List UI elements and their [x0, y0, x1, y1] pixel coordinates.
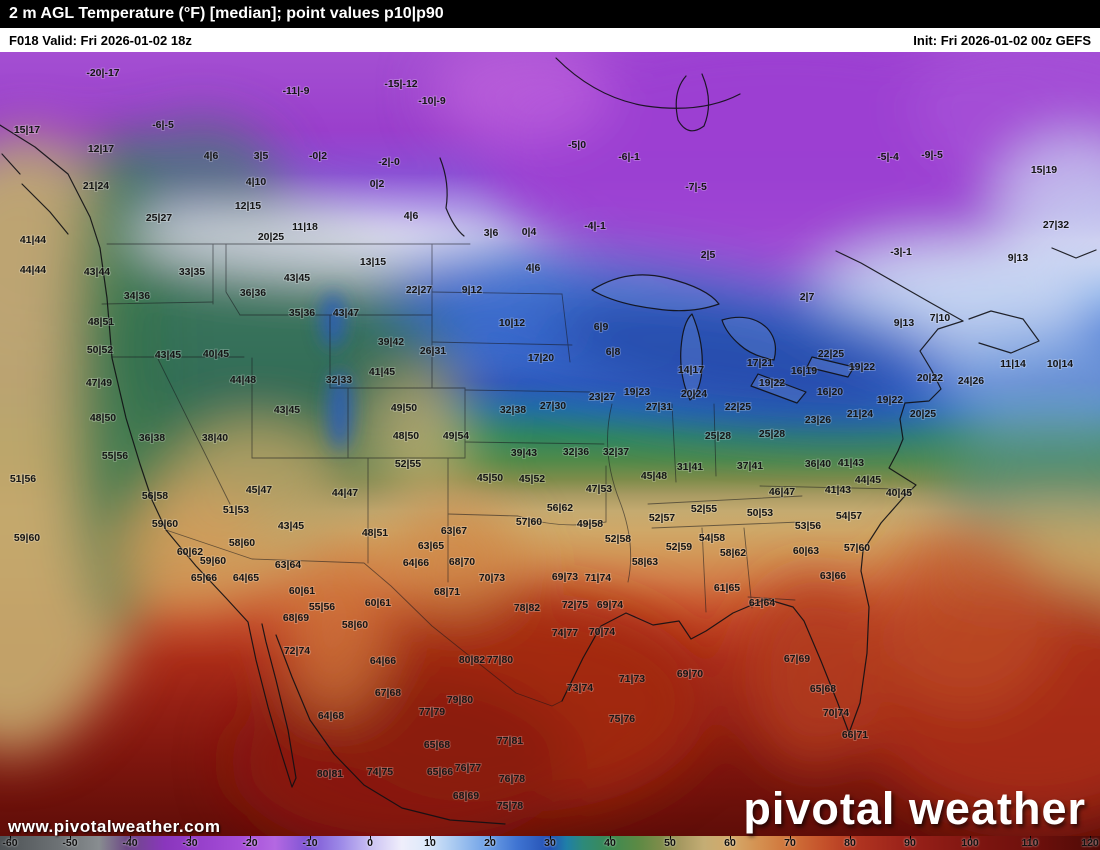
- colorbar-tick-label: 100: [961, 837, 979, 849]
- colorbar-tick: [970, 836, 971, 840]
- colorbar: -60 -50 -40 -30 -20 -10 0 10 20 30 40 50 60 70 80 90 100…: [0, 836, 1100, 850]
- watermark-url: www.pivotalweather.com: [8, 817, 221, 836]
- colorbar-tick: [190, 836, 191, 840]
- colorbar-tick: [1090, 836, 1091, 840]
- map-area[interactable]: [0, 52, 1100, 836]
- temperature-blobs: [0, 52, 1100, 836]
- colorbar-tick-label: -50: [62, 837, 78, 849]
- colorbar-tick-label: 60: [724, 837, 736, 849]
- cold-pockets: [321, 292, 352, 450]
- colorbar-tick: [430, 836, 431, 840]
- colorbar-tick-label: 80: [844, 837, 856, 849]
- colorbar-tick: [670, 836, 671, 840]
- colorbar-tick-label: 10: [424, 837, 436, 849]
- colorbar-tick: [910, 836, 911, 840]
- colorbar-tick-label: 0: [367, 837, 373, 849]
- colorbar-tick-label: -40: [122, 837, 138, 849]
- colorbar-tick: [130, 836, 131, 840]
- colorbar-tick: [1030, 836, 1031, 840]
- map-title: 2 m AGL Temperature (°F) [median]; point…: [9, 5, 444, 22]
- pivotalweather-logo: pivotal weather: [743, 783, 1086, 834]
- colorbar-tick-label: 40: [604, 837, 616, 849]
- colorbar-tick-label: 90: [904, 837, 916, 849]
- colorbar-gradient: [0, 836, 1100, 850]
- colorbar-tick-label: 120: [1081, 837, 1099, 849]
- colorbar-tick: [490, 836, 491, 840]
- colorbar-tick-label: -10: [302, 837, 318, 849]
- coastlines: [0, 57, 1097, 825]
- colorbar-tick: [370, 836, 371, 840]
- init-time-label: Init: Fri 2026-01-02 00z GEFS: [913, 32, 1091, 48]
- valid-time-label: F018 Valid: Fri 2026-01-02 18z: [9, 32, 192, 48]
- colorbar-tick-label: 110: [1021, 837, 1039, 849]
- colorbar-tick: [310, 836, 311, 840]
- colorbar-tick-label: 50: [664, 837, 676, 849]
- colorbar-tick: [790, 836, 791, 840]
- colorbar-tick: [610, 836, 611, 840]
- colorbar-tick-label: -20: [242, 837, 258, 849]
- colorbar-tick-label: 70: [784, 837, 796, 849]
- colorbar-tick: [10, 836, 11, 840]
- state-borders: [101, 243, 901, 707]
- colorbar-tick: [850, 836, 851, 840]
- colorbar-tick-labels: -60 -50 -40 -30 -20 -10 0 10 20 30 40 50 60 70 80 90 100…: [2, 836, 1099, 850]
- colorbar-tick-label: 30: [544, 837, 556, 849]
- colorbar-tick-label: -60: [2, 837, 18, 849]
- colorbar-tick: [250, 836, 251, 840]
- colorbar-tick: [550, 836, 551, 840]
- colorbar-tick-label: -30: [182, 837, 198, 849]
- forecast-info-bar: F018 Valid: Fri 2026-01-02 18z Init: Fri…: [0, 28, 1100, 52]
- colorbar-tick: [730, 836, 731, 840]
- colorbar-tick-label: 20: [484, 837, 496, 849]
- title-bar: 2 m AGL Temperature (°F) [median]; point…: [0, 0, 1100, 28]
- colorbar-tick: [70, 836, 71, 840]
- temperature-field: [0, 52, 1100, 836]
